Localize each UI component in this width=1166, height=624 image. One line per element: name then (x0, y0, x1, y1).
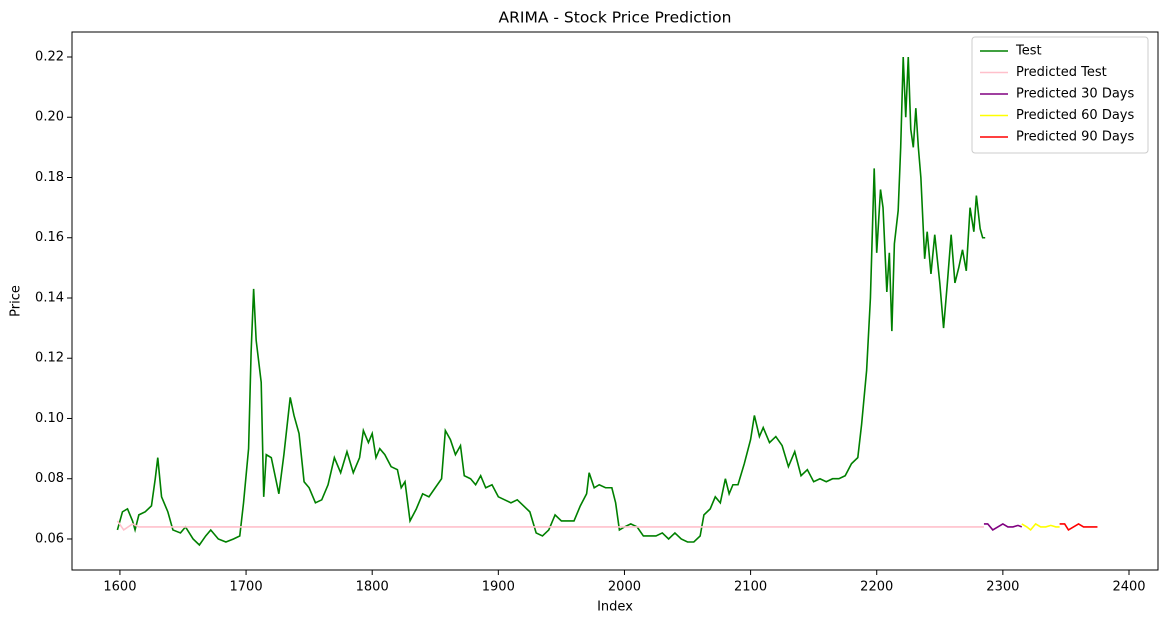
x-tick-label: 2200 (860, 580, 893, 595)
legend-label: Predicted 60 Days (1016, 108, 1135, 123)
chart-title: ARIMA - Stock Price Prediction (499, 9, 732, 27)
x-tick-label: 1800 (356, 580, 389, 595)
x-tick-label: 1900 (482, 580, 515, 595)
y-tick-label: 0.20 (35, 110, 64, 125)
legend-label: Predicted 90 Days (1016, 130, 1135, 145)
x-axis-label: Index (597, 600, 633, 615)
x-tick-label: 1600 (103, 580, 136, 595)
y-tick-label: 0.16 (35, 230, 64, 245)
y-tick-label: 0.12 (35, 351, 64, 366)
y-tick-label: 0.10 (35, 411, 64, 426)
x-tick-label: 1700 (230, 580, 263, 595)
series-line (1059, 522, 1098, 532)
x-tick-label: 2000 (608, 580, 641, 595)
series-line (1021, 522, 1060, 532)
series-line (983, 522, 1023, 531)
legend-label: Test (1015, 44, 1042, 59)
legend-label: Predicted 30 Days (1016, 87, 1135, 102)
y-tick-label: 0.18 (35, 170, 64, 185)
series-line (116, 56, 986, 547)
legend: Test Predicted Test Predicted 30 Days Predi… (971, 36, 1149, 154)
y-tick-label: 0.08 (35, 471, 64, 486)
y-axis-label: Price (9, 285, 24, 317)
x-tick-label: 2400 (1112, 580, 1145, 595)
plot-frame (71, 31, 1159, 571)
legend-label: Predicted Test (1016, 65, 1107, 80)
series-line (116, 520, 984, 532)
legend-box (971, 36, 1149, 154)
x-tick-label: 2100 (734, 580, 767, 595)
x-tick-label: 2300 (986, 580, 1019, 595)
y-tick-label: 0.22 (35, 50, 64, 65)
y-tick-label: 0.06 (35, 531, 64, 546)
y-tick-label: 0.14 (35, 290, 64, 305)
